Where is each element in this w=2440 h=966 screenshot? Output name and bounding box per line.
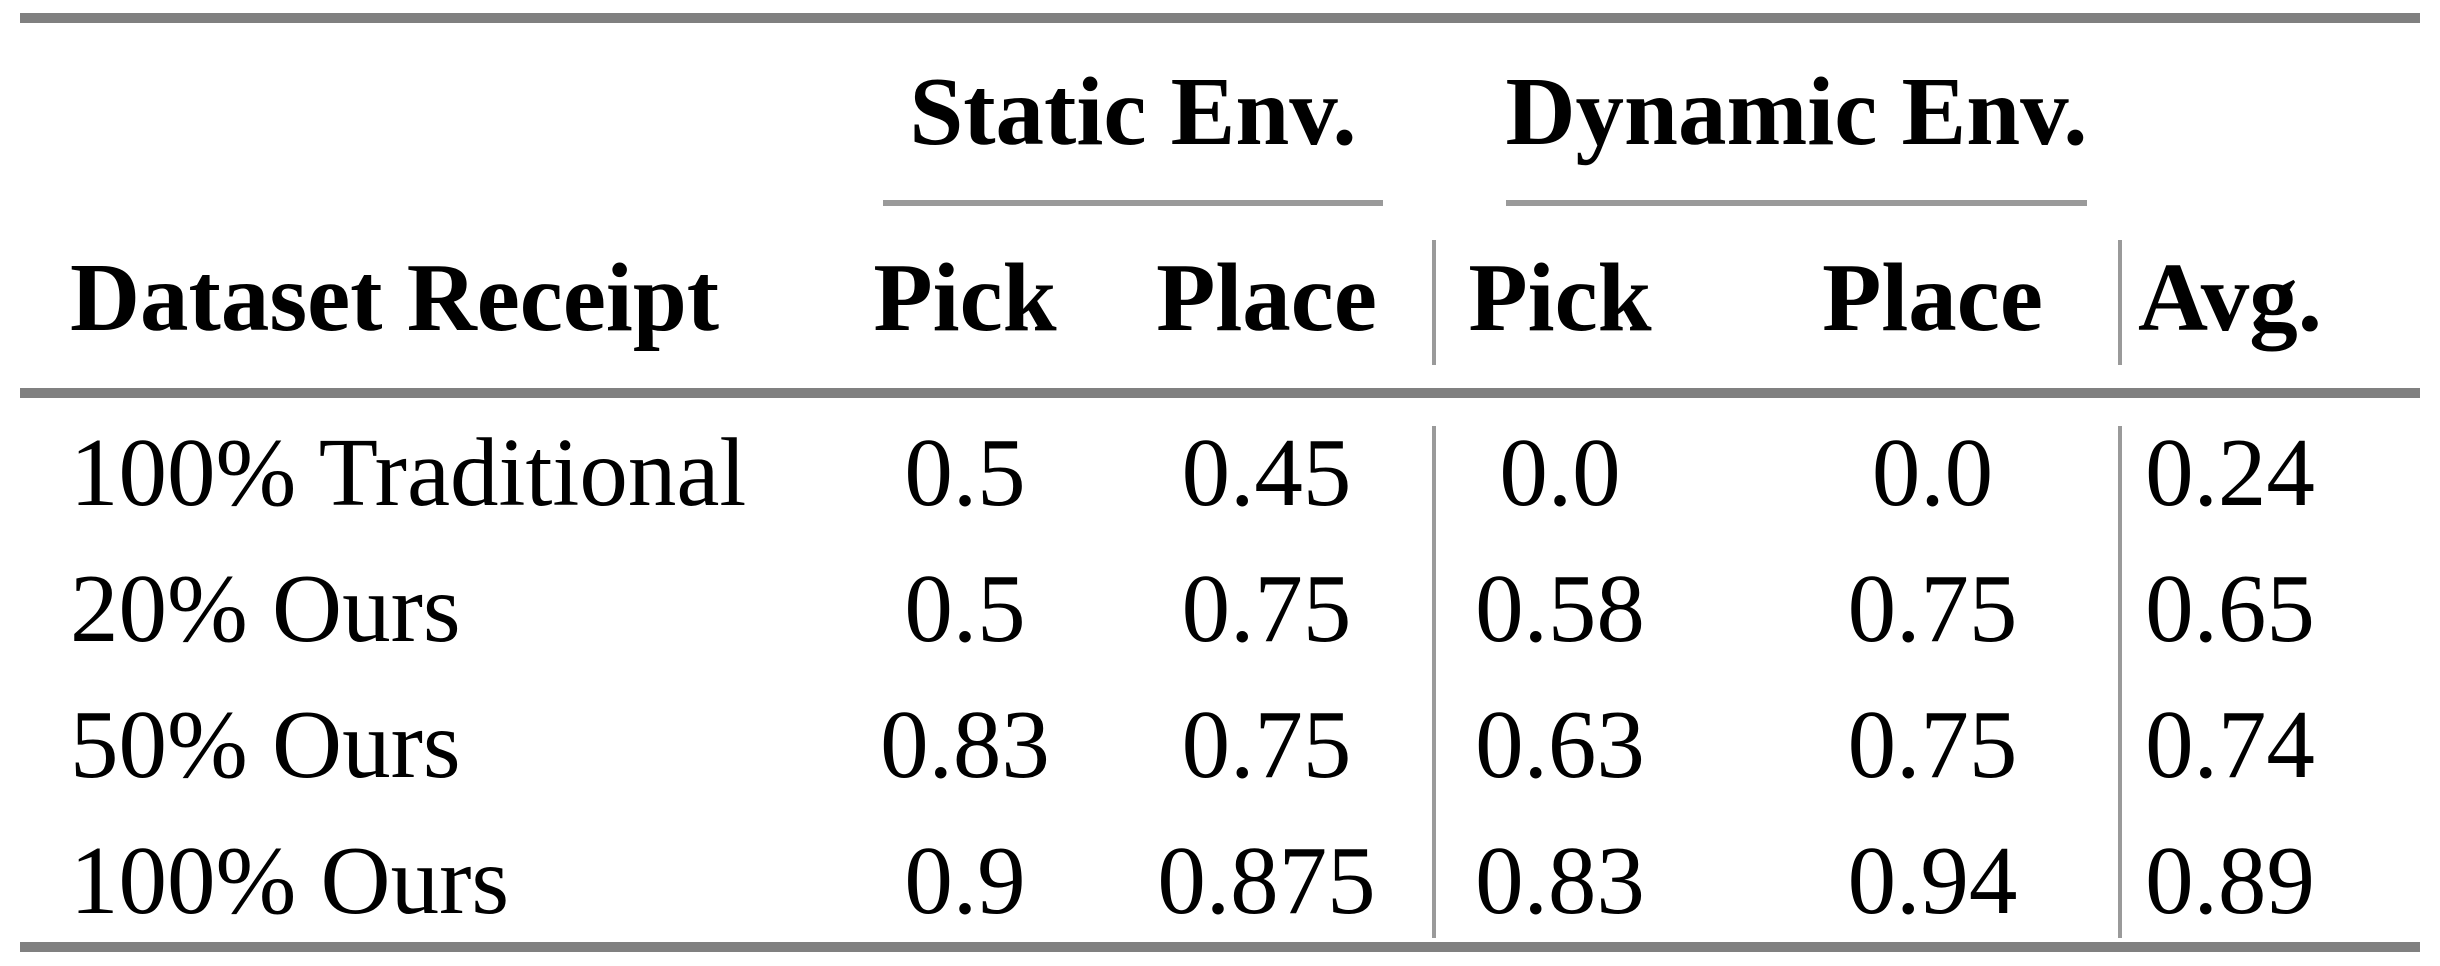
table-cell: 0.5 xyxy=(904,554,1026,662)
table-cell: 0.9 xyxy=(904,826,1026,934)
row-label: 20% Ours xyxy=(70,554,461,662)
column-divider-2-body xyxy=(2118,426,2122,938)
table-cell: 0.75 xyxy=(1847,554,2018,662)
row-label: 50% Ours xyxy=(70,690,461,798)
table-cell: 0.75 xyxy=(1181,690,1352,798)
table-cell: 0.75 xyxy=(1181,554,1352,662)
header-dynamic-place: Place xyxy=(1822,244,2043,351)
rule-middle xyxy=(20,388,2420,398)
column-divider-2-header xyxy=(2118,240,2122,365)
cmidrule-dynamic-env xyxy=(1506,200,2087,206)
header-static-pick: Pick xyxy=(873,244,1057,351)
table-cell: 0.0 xyxy=(1871,418,1994,526)
table-cell: 0.5 xyxy=(904,418,1026,526)
table-cell: 0.83 xyxy=(880,690,1050,798)
column-group-static-env: Static Env. xyxy=(909,57,1357,165)
cmidrule-static-env xyxy=(883,200,1383,206)
table-cell: 0.75 xyxy=(1847,690,2018,798)
row-label: 100% Traditional xyxy=(70,418,747,526)
column-group-dynamic-env: Dynamic Env. xyxy=(1505,57,2088,165)
table-cell: 0.89 xyxy=(2145,826,2315,934)
row-label: 100% Ours xyxy=(70,826,510,934)
table-cell: 0.0 xyxy=(1499,418,1621,526)
rule-bottom xyxy=(20,942,2420,952)
column-divider-1-body xyxy=(1432,426,1436,938)
column-divider-1-header xyxy=(1432,240,1436,365)
table-cell: 0.83 xyxy=(1475,826,1645,934)
table-cell: 0.875 xyxy=(1157,826,1376,934)
table-cell: 0.63 xyxy=(1475,690,1645,798)
table-cell: 0.58 xyxy=(1475,554,1645,662)
table-cell: 0.65 xyxy=(2145,554,2315,662)
table-cell: 0.94 xyxy=(1847,826,2018,934)
table-cell: 0.45 xyxy=(1181,418,1352,526)
column-header-row: Dataset Receipt Pick Place Pick Place Av… xyxy=(20,207,2420,388)
rule-top xyxy=(20,13,2420,23)
table-cell: 0.24 xyxy=(2145,418,2315,526)
table-cell: 0.74 xyxy=(2145,690,2315,798)
header-dynamic-pick: Pick xyxy=(1468,244,1652,351)
header-static-place: Place xyxy=(1156,244,1377,351)
header-dataset-receipt: Dataset Receipt xyxy=(70,244,720,351)
table-body: 100% Traditional 0.5 0.45 0.0 0.0 0.24 2… xyxy=(20,398,2420,942)
header-avg: Avg. xyxy=(2137,244,2323,351)
